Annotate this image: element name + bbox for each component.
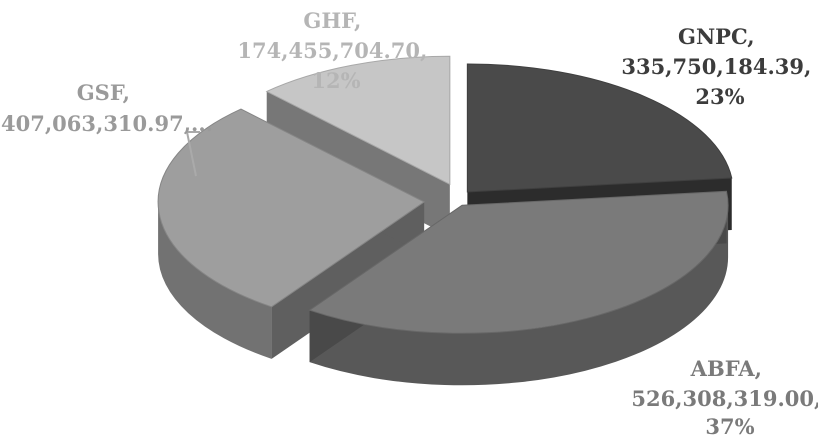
pie-slice-side (309, 205, 729, 386)
pie-slice-top (466, 63, 733, 193)
gsf-leader-line (185, 131, 200, 177)
label-ghf-name: GHF, (303, 8, 361, 33)
label-gsf-value: 407,063,310.97,... (1, 111, 213, 136)
pie-slice-side (158, 201, 272, 359)
pie-slices (157, 55, 733, 386)
label-ghf-value: 174,455,704.70, (237, 38, 427, 63)
label-gnpc-percent: 23% (695, 84, 744, 109)
label-abfa-name: ABFA, (690, 356, 762, 381)
label-gnpc-value: 335,750,184.39, (621, 54, 811, 79)
label-gsf: GSF, 407,063,310.97,... (1, 80, 213, 136)
label-ghf: GHF, 174,455,704.70, 12% (237, 8, 434, 93)
pie-slice-abfa (308, 190, 729, 386)
label-abfa-value: 526,308,319.00, (631, 386, 818, 411)
label-gnpc: GNPC, 335,750,184.39, 23% (621, 24, 818, 109)
label-abfa-percent: 37% (705, 414, 754, 439)
pie-slice-top (265, 55, 451, 186)
label-abfa: ABFA, 526,308,319.00, 37% (631, 356, 818, 439)
label-gnpc-name: GNPC, (678, 24, 755, 49)
label-gsf-name: GSF, (77, 80, 130, 105)
pie-slice-top (308, 190, 729, 334)
label-ghf-percent: 12% (311, 68, 360, 93)
pie-slice-top (157, 108, 426, 308)
